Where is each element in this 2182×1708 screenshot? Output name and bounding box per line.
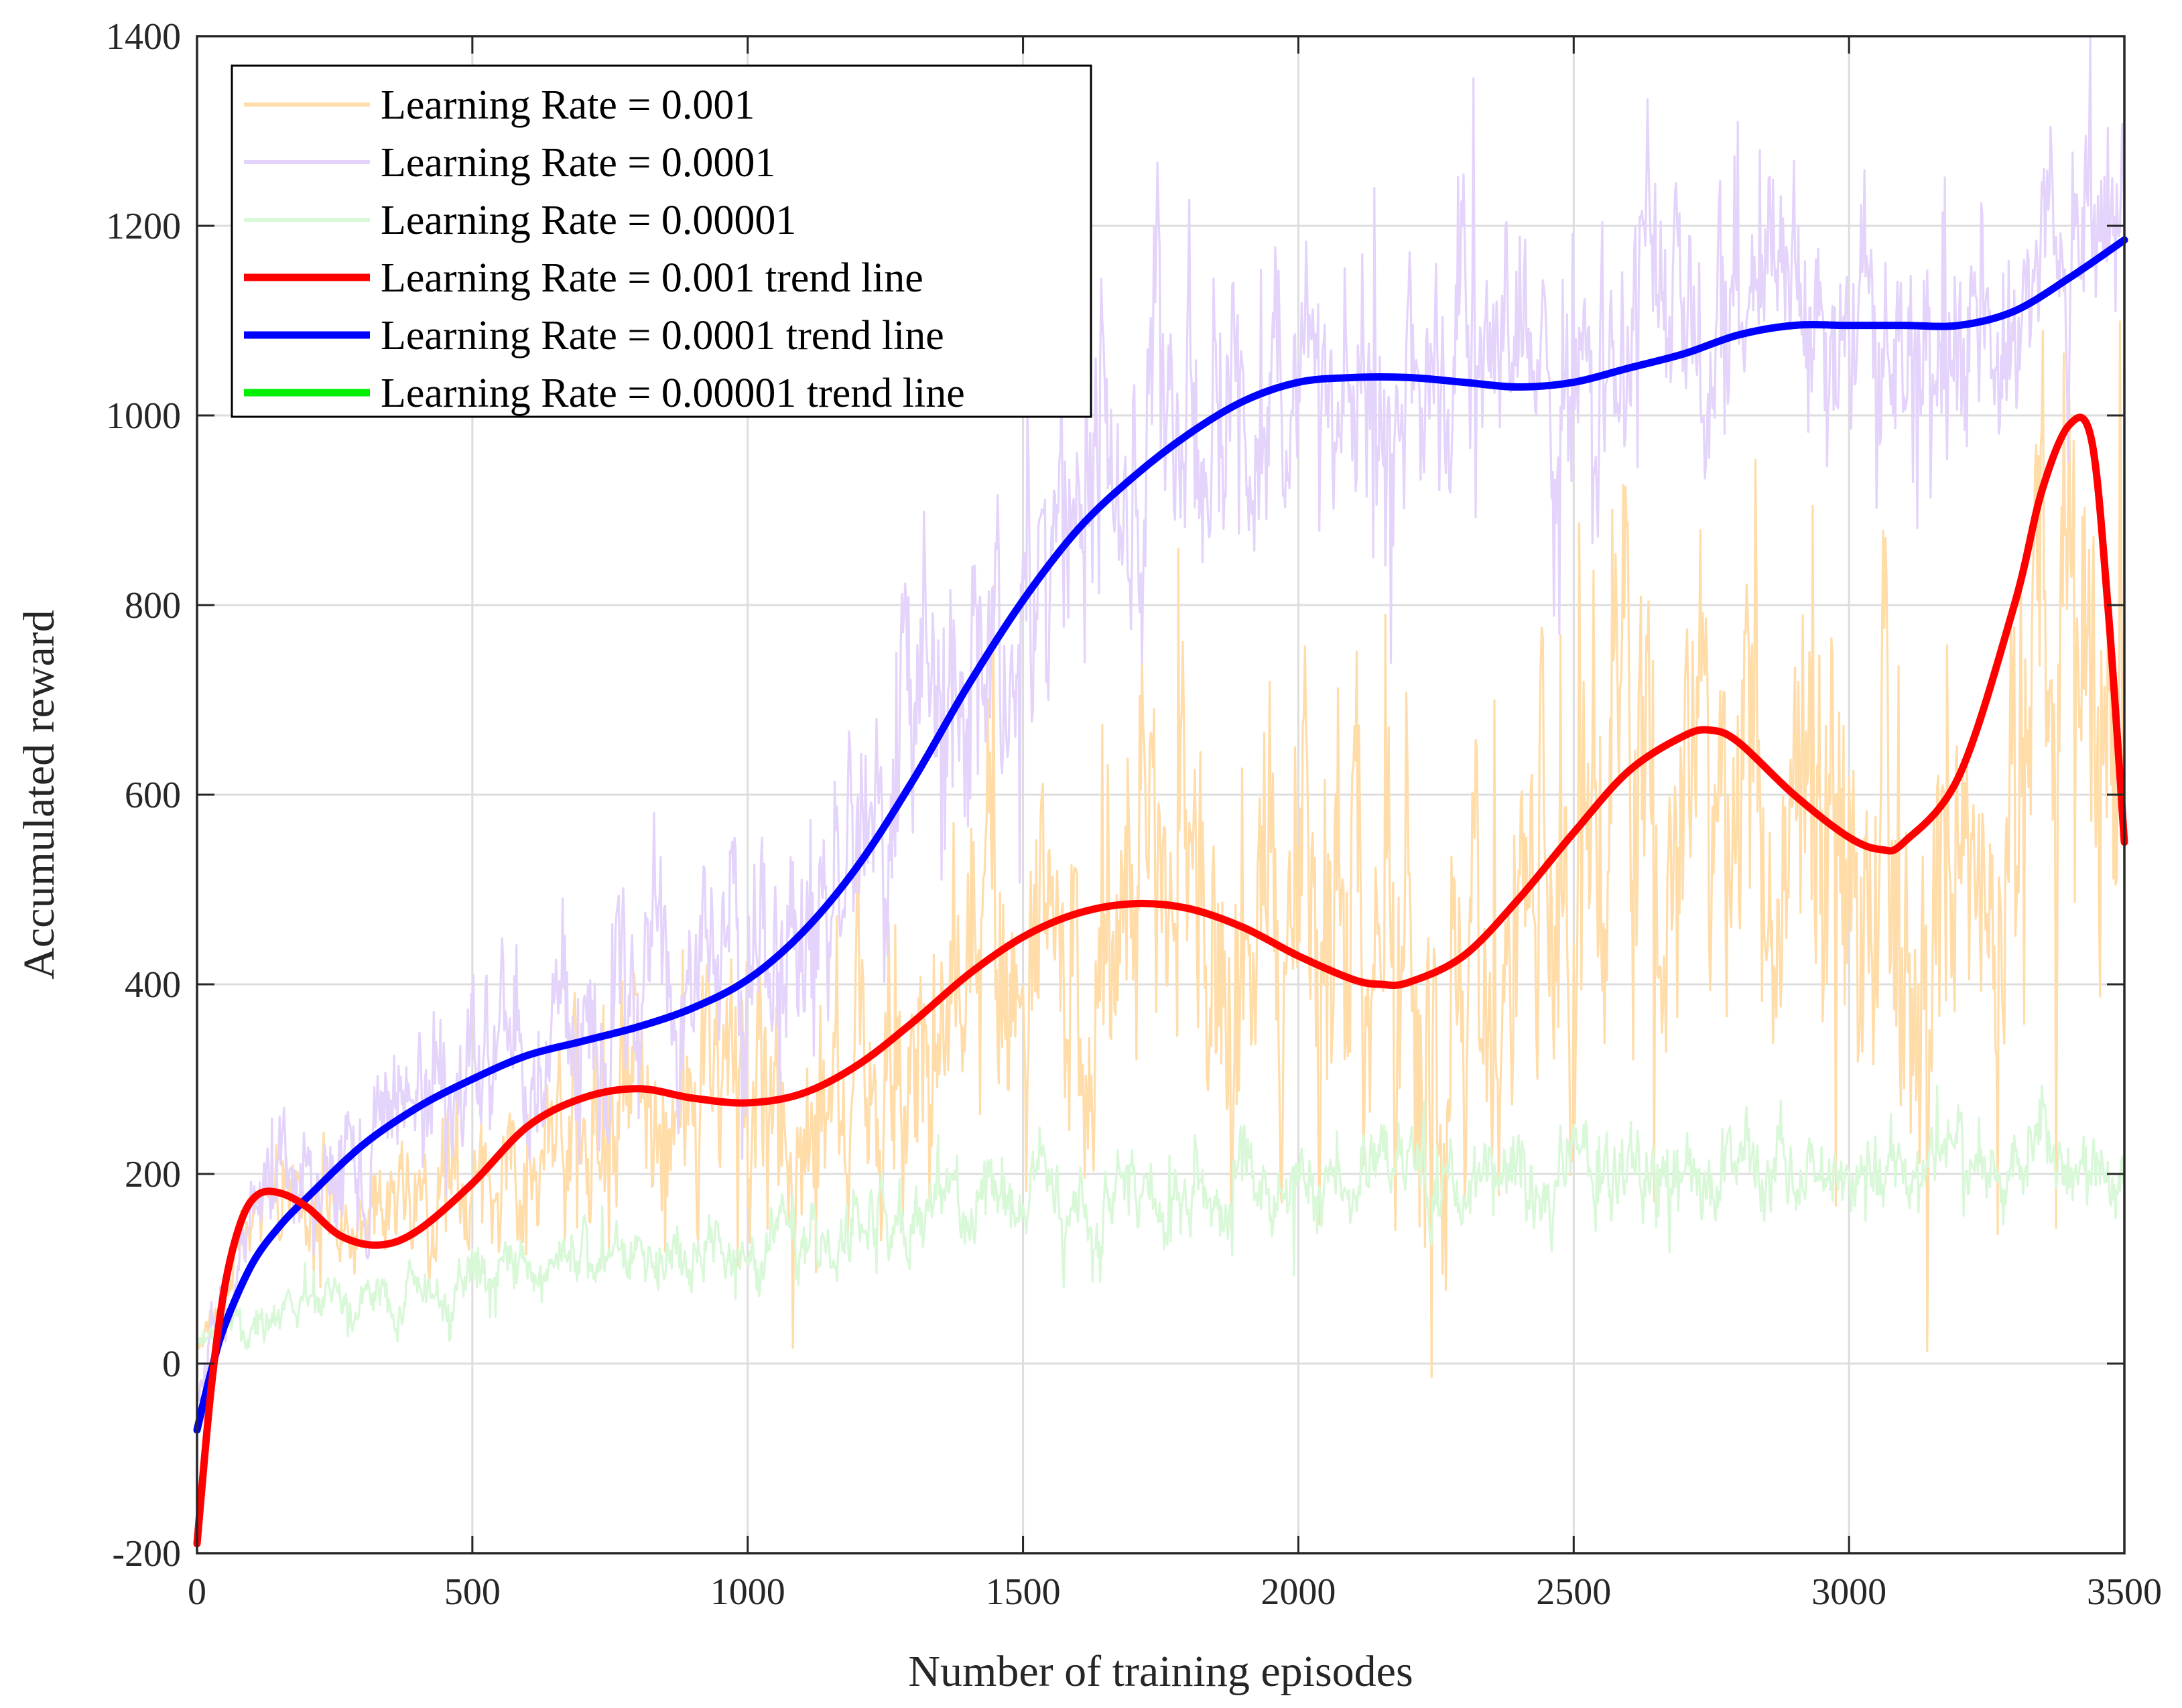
x-tick-label: 1000 [710,1571,785,1613]
legend-label-1: Learning Rate = 0.001 [381,82,755,128]
x-axis-title: Number of training episodes [908,1647,1413,1696]
y-tick-label: 1000 [106,395,181,437]
legend-label-4: Learning Rate = 0.001 trend line [381,255,923,301]
y-tick-label: 200 [125,1154,181,1195]
x-tick-label: 500 [444,1571,501,1613]
trend-line-1 [193,413,2128,1548]
y-tick-label: -200 [112,1533,181,1575]
y-tick-label: 1200 [106,206,181,247]
x-tick-label: 3500 [2087,1571,2162,1613]
legend: Learning Rate = 0.001 Learning Rate = 0.0… [231,64,1092,418]
x-tick-label: 2500 [1536,1571,1611,1613]
y-tick-label: 800 [125,585,181,627]
x-tick-label: 3000 [1811,1571,1886,1613]
y-tick-label: 0 [162,1343,181,1385]
trend-line-2 [193,236,2128,1434]
raw-series-line-3 [196,1084,2126,1350]
x-tick-label: 0 [188,1571,206,1613]
raw-series-group [196,35,2126,1402]
legend-label-5: Learning Rate = 0.0001 trend line [381,313,944,358]
legend-label-6: Learning Rate = 0.00001 trend line [381,371,965,416]
x-tick-label: 1500 [986,1571,1061,1613]
legend-label-2: Learning Rate = 0.0001 [381,140,775,186]
raw-series-line-1 [196,320,2126,1378]
y-tick-label: 600 [125,775,181,816]
legend-box [231,64,1092,418]
axis-ticks: 0 500 1000 1500 2000 2500 3000 3500-20002004006… [106,16,2162,1613]
y-axis-title: Accumulated reward [15,610,64,980]
y-tick-label: 1400 [106,16,181,58]
y-tick-label: 400 [125,964,181,1006]
x-tick-label: 2000 [1261,1571,1336,1613]
trend-series-group [193,236,2128,1548]
raw-series-line-2 [196,35,2126,1402]
legend-label-3: Learning Rate = 0.00001 [381,198,796,243]
